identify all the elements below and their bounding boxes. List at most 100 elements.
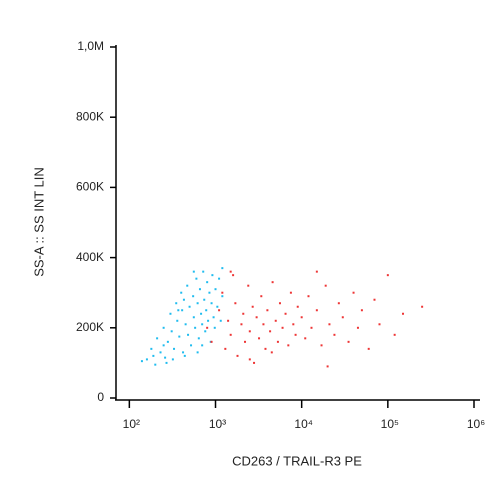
point — [204, 330, 207, 333]
y-tick-label: 400K — [76, 250, 104, 264]
x-tick-label: 10³ — [209, 417, 226, 431]
point — [196, 351, 199, 354]
point — [227, 319, 230, 322]
point — [310, 326, 313, 329]
y-tick-label: 0 — [97, 390, 104, 404]
point — [270, 351, 273, 354]
point — [176, 319, 179, 322]
x-tick-label: 10² — [123, 417, 140, 431]
point — [221, 267, 224, 270]
point — [244, 340, 247, 343]
point — [162, 344, 165, 347]
point — [166, 340, 169, 343]
x-tick-label: 10⁵ — [381, 417, 399, 431]
point — [210, 340, 213, 343]
point — [320, 344, 323, 347]
point — [352, 291, 355, 294]
point — [307, 295, 310, 298]
point — [212, 316, 215, 319]
point — [248, 358, 251, 361]
point — [269, 330, 272, 333]
point — [218, 277, 221, 280]
point — [402, 312, 405, 315]
point — [356, 326, 359, 329]
y-tick-label: 200K — [76, 320, 104, 334]
point — [194, 326, 197, 329]
x-tick-label: 10⁶ — [467, 417, 485, 431]
point — [150, 347, 153, 350]
point — [300, 316, 303, 319]
point — [192, 316, 195, 319]
point — [197, 337, 200, 340]
x-axis-title: CD263 / TRAIL-R3 PE — [232, 453, 362, 468]
point — [328, 323, 331, 326]
point — [240, 323, 243, 326]
point — [386, 274, 389, 277]
point — [145, 358, 148, 361]
point — [152, 354, 155, 357]
point — [201, 344, 204, 347]
point — [234, 302, 237, 305]
point — [278, 302, 281, 305]
point — [180, 291, 183, 294]
point — [181, 309, 184, 312]
point — [337, 302, 340, 305]
point — [213, 326, 216, 329]
point — [165, 361, 168, 364]
point — [229, 270, 232, 273]
point — [205, 309, 208, 312]
point — [232, 274, 235, 277]
point — [326, 365, 329, 368]
point — [315, 270, 318, 273]
point — [140, 360, 143, 363]
point — [266, 309, 269, 312]
point — [198, 288, 201, 291]
point — [203, 298, 206, 301]
y-tick-label: 1,0M — [77, 39, 104, 53]
point — [255, 316, 258, 319]
point — [182, 351, 185, 354]
point — [206, 281, 209, 284]
point — [202, 270, 205, 273]
point — [373, 298, 376, 301]
point — [315, 309, 318, 312]
point — [171, 358, 174, 361]
point — [360, 309, 363, 312]
point — [164, 356, 167, 359]
point — [253, 361, 256, 364]
point — [210, 302, 213, 305]
point — [262, 323, 265, 326]
point — [178, 335, 181, 338]
point — [260, 295, 263, 298]
y-axis-title: SS-A :: SS INT LIN — [31, 167, 46, 277]
point — [162, 326, 165, 329]
point — [184, 323, 187, 326]
point — [264, 347, 267, 350]
point — [188, 305, 191, 308]
point — [276, 340, 279, 343]
y-tick-label: 800K — [76, 109, 104, 123]
point — [296, 305, 299, 308]
point — [208, 291, 211, 294]
point — [219, 319, 222, 322]
point — [229, 333, 232, 336]
point — [159, 351, 162, 354]
point — [236, 354, 239, 357]
point — [201, 323, 204, 326]
point — [195, 277, 198, 280]
point — [187, 333, 190, 336]
point — [221, 295, 224, 298]
point — [182, 298, 185, 301]
point — [274, 319, 277, 322]
point — [224, 347, 227, 350]
point — [247, 284, 250, 287]
point — [214, 288, 217, 291]
point — [218, 309, 221, 312]
point — [207, 319, 210, 322]
point — [378, 323, 381, 326]
y-tick-label: 600K — [76, 180, 104, 194]
point — [211, 274, 214, 277]
point — [173, 347, 176, 350]
point — [175, 302, 178, 305]
point — [192, 270, 195, 273]
